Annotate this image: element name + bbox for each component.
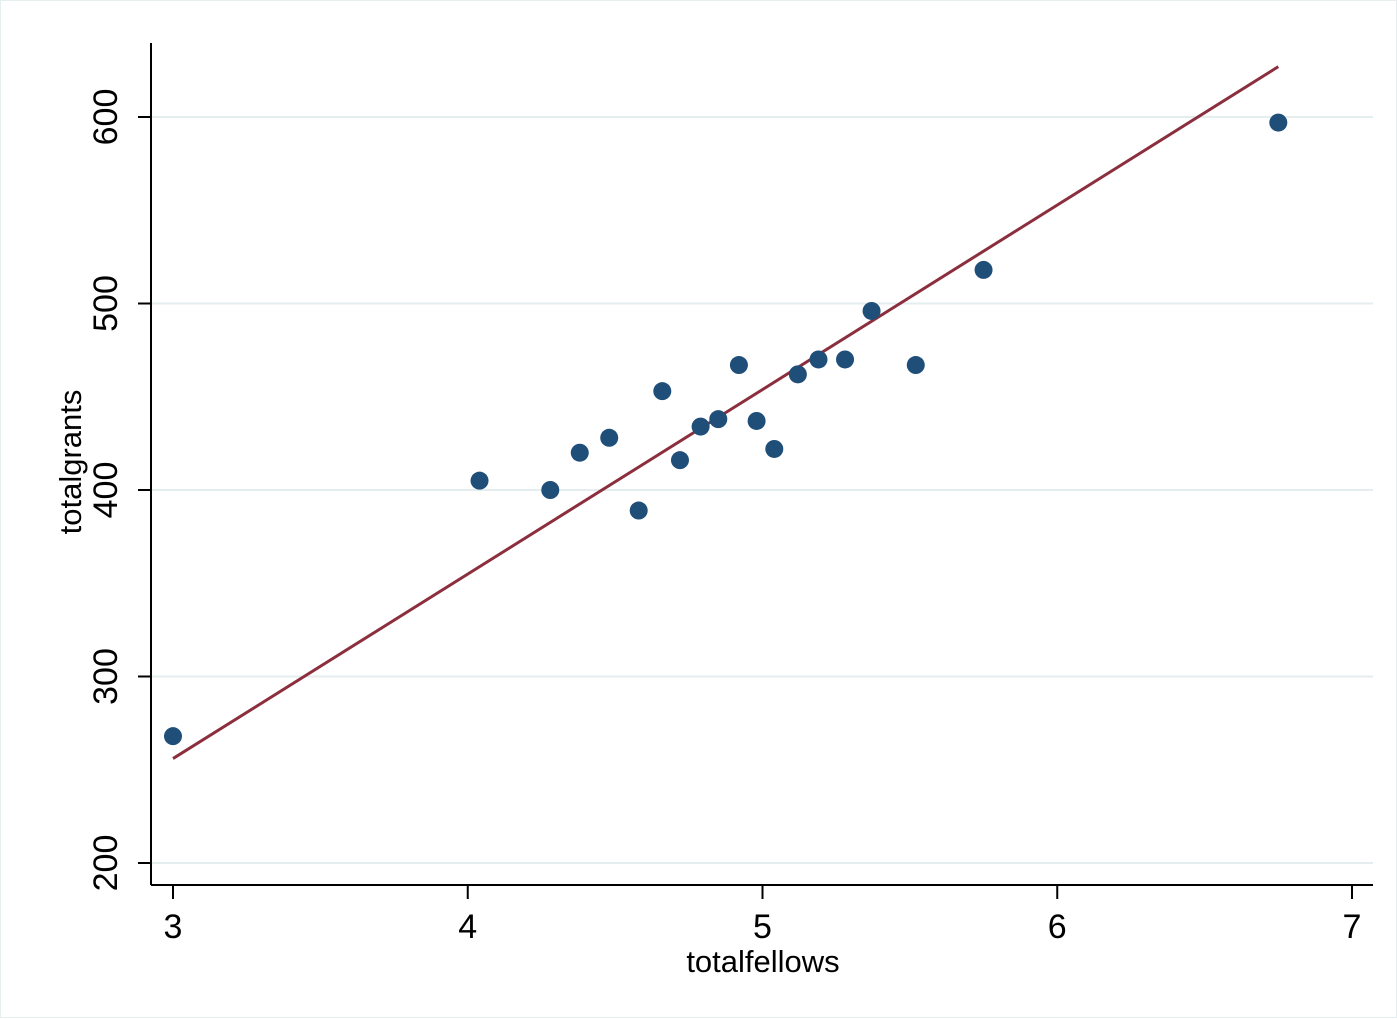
scatter-point — [570, 443, 589, 462]
scatter-point — [470, 471, 489, 490]
x-axis-label: totalfellows — [686, 944, 839, 979]
scatter-point — [765, 439, 784, 458]
scatter-point — [809, 350, 828, 369]
scatter-point — [670, 451, 689, 470]
grid-lines — [152, 116, 1373, 864]
scatter-series — [164, 113, 1288, 746]
scatter-point — [906, 356, 925, 375]
scatter-point — [1269, 113, 1288, 132]
scatter-point — [541, 481, 560, 499]
scatter-point — [164, 727, 182, 746]
scatter-point — [747, 411, 766, 430]
scatter-point — [653, 382, 672, 401]
fitted-line-series — [172, 65, 1280, 760]
x-tick-label: 4 — [458, 908, 477, 946]
scatter-point — [974, 260, 993, 279]
fit-line — [172, 65, 1280, 760]
scatter-point — [788, 365, 807, 384]
y-tick-label: 300 — [87, 648, 125, 705]
scatter-point — [691, 417, 710, 436]
x-axis-ticks: 3 4 5 6 7 — [164, 885, 1362, 946]
scatter-point — [729, 356, 748, 375]
scatter-point — [709, 410, 728, 429]
scatter-point — [836, 350, 855, 369]
scatter-point — [629, 501, 648, 520]
y-axis-label: totalgrants — [53, 390, 88, 535]
y-tick-label: 400 — [87, 462, 125, 519]
x-tick-label: 6 — [1048, 908, 1067, 946]
x-tick-label: 3 — [164, 908, 183, 946]
scatter-point — [600, 428, 619, 447]
axes — [150, 43, 1373, 886]
x-tick-label: 5 — [753, 908, 772, 946]
scatter-point — [862, 301, 881, 320]
y-tick-label: 500 — [87, 275, 125, 332]
y-tick-label: 600 — [87, 89, 125, 146]
y-tick-label: 200 — [87, 835, 125, 892]
y-axis-ticks: 200 300 400 500 600 — [87, 89, 151, 892]
x-tick-label: 7 — [1343, 908, 1362, 946]
